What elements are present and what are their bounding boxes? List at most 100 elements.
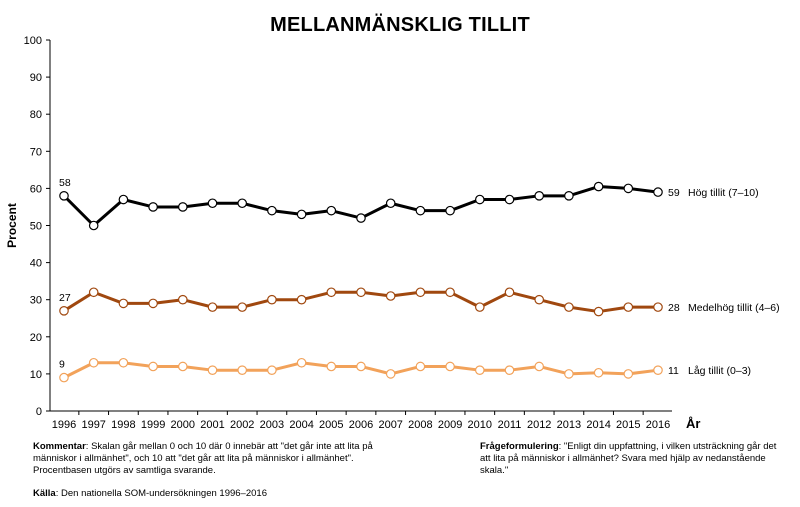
- comment-text: : Skalan går mellan 0 och 10 där 0 inneb…: [33, 441, 373, 476]
- x-tick-label: 2014: [586, 419, 610, 431]
- data-point: [267, 294, 277, 305]
- line-chart: 0 10 20 30 40 50 60 70 80 90 100 1996 1997 1998 1999 20…: [5, 35, 780, 431]
- last-value-label: 59: [668, 187, 680, 199]
- data-point: [534, 361, 544, 372]
- data-point: [59, 191, 69, 201]
- data-point: [474, 365, 485, 375]
- data-point: [623, 302, 634, 312]
- data-point: [564, 191, 574, 201]
- data-point: [356, 213, 366, 223]
- data-point: [148, 298, 158, 309]
- x-axis-label: År: [686, 416, 700, 431]
- data-point: [237, 302, 247, 312]
- data-point: [267, 205, 277, 216]
- x-tick-label: 2002: [230, 419, 254, 431]
- y-tick-label: 50: [30, 221, 42, 233]
- data-point: [623, 183, 634, 194]
- data-point: [653, 187, 663, 197]
- comment-label: Kommentar: [33, 441, 86, 452]
- last-value-label: 28: [668, 302, 680, 314]
- y-tick-label: 30: [30, 295, 42, 307]
- y-tick-label: 80: [30, 109, 42, 121]
- series-name-label: Medelhög tillit (4–6): [688, 302, 780, 314]
- x-tick-label: 2001: [200, 419, 224, 431]
- source-note: Källa: Den nationella SOM-undersökningen…: [33, 488, 433, 500]
- data-point: [534, 191, 544, 201]
- x-tick-label: 2000: [171, 419, 195, 431]
- x-tick-label: 2004: [289, 419, 313, 431]
- data-point: [88, 357, 99, 368]
- data-point: [504, 194, 515, 205]
- y-tick-label: 100: [24, 35, 42, 47]
- data-point: [593, 367, 604, 378]
- question-label: Frågeformulering: [480, 441, 559, 452]
- data-point: [504, 287, 515, 298]
- data-point: [148, 361, 158, 372]
- data-point: [326, 287, 337, 298]
- data-point: [237, 198, 247, 209]
- data-point: [445, 205, 455, 216]
- first-value-label: 58: [59, 177, 71, 189]
- source-label: Källa: [33, 488, 56, 499]
- data-point: [267, 365, 277, 375]
- data-point: [59, 306, 69, 316]
- data-point: [88, 220, 99, 231]
- x-tick-label: 2013: [557, 419, 581, 431]
- question-note: Frågeformulering: "Enligt din uppfattnin…: [480, 441, 785, 477]
- x-tick-label: 2016: [646, 419, 670, 431]
- series-name-label: Låg tillit (0–3): [688, 365, 751, 377]
- data-point: [534, 294, 544, 305]
- data-point: [385, 369, 396, 379]
- data-point: [415, 205, 426, 216]
- data-point: [118, 357, 129, 368]
- data-point: [415, 287, 426, 298]
- y-tick-label: 70: [30, 146, 42, 158]
- data-point: [326, 361, 337, 372]
- data-point: [445, 287, 455, 298]
- data-point: [653, 365, 663, 375]
- x-tick-label: 2007: [378, 419, 402, 431]
- x-tick-label: 2003: [260, 419, 284, 431]
- data-point: [445, 361, 455, 372]
- first-value-label: 27: [59, 292, 71, 304]
- data-point: [564, 302, 574, 312]
- x-tick-label: 2009: [438, 419, 462, 431]
- data-point: [653, 302, 663, 312]
- y-tick-label: 10: [30, 369, 42, 381]
- x-tick-label: 1999: [141, 419, 165, 431]
- data-point: [504, 365, 515, 375]
- data-point: [148, 202, 158, 212]
- data-point: [415, 361, 426, 372]
- x-tick-label: 1997: [81, 419, 105, 431]
- data-point: [178, 202, 188, 212]
- x-tick-label: 2006: [349, 419, 373, 431]
- data-point: [118, 194, 129, 205]
- data-point: [326, 205, 337, 216]
- data-point: [356, 361, 366, 372]
- data-point: [296, 357, 307, 368]
- data-point: [474, 302, 485, 312]
- x-tick-label: 2012: [527, 419, 551, 431]
- y-tick-label: 90: [30, 72, 42, 84]
- x-tick-label: 2010: [468, 419, 492, 431]
- y-axis-label: Procent: [5, 203, 19, 248]
- data-point: [59, 372, 69, 383]
- y-tick-label: 40: [30, 258, 42, 270]
- source-text: : Den nationella SOM-undersökningen 1996…: [55, 488, 267, 499]
- data-point: [593, 181, 604, 192]
- data-point: [178, 294, 188, 305]
- data-point: [356, 287, 366, 298]
- data-point: [88, 287, 99, 298]
- data-point: [296, 294, 307, 305]
- data-point: [237, 365, 247, 375]
- x-tick-label: 2008: [408, 419, 432, 431]
- x-tick-label: 2005: [319, 419, 343, 431]
- data-point: [207, 365, 218, 375]
- question-text: : "Enligt din uppfattning, i vilken utst…: [480, 441, 777, 476]
- data-point: [207, 198, 218, 209]
- data-point: [385, 291, 396, 301]
- y-tick-label: 20: [30, 332, 42, 344]
- series-name-label: Hög tillit (7–10): [688, 187, 759, 199]
- chart-title: MELLANMÄNSKLIG TILLIT: [270, 14, 530, 36]
- y-tick-label: 60: [30, 183, 42, 195]
